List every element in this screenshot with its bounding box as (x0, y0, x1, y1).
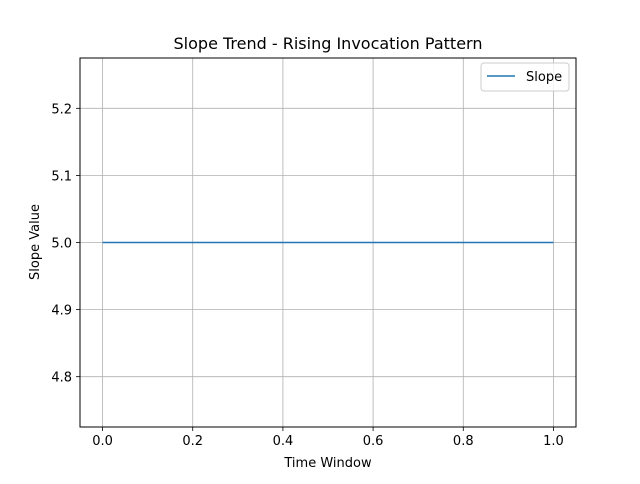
x-tick-label: 0.6 (363, 434, 384, 449)
x-tick-label: 0.8 (453, 434, 474, 449)
y-tick-label: 5.2 (51, 102, 72, 117)
chart-title: Slope Trend - Rising Invocation Pattern (174, 34, 483, 53)
x-axis-label: Time Window (283, 456, 372, 471)
y-axis-label: Slope Value (28, 204, 43, 280)
legend-box (480, 62, 570, 92)
x-tick-label: 1.0 (543, 434, 564, 449)
y-tick-label: 4.8 (51, 371, 72, 386)
x-tick-label: 0.0 (92, 434, 113, 449)
legend-label: Slope (526, 70, 562, 85)
y-tick-label: 4.9 (51, 304, 72, 319)
ticks: 0.0 0.2 0.4 0.6 0.8 1.0 4.8 4.9 5.0 5.1 5.2 (51, 102, 563, 449)
y-tick-label: 5.1 (51, 169, 72, 184)
legend: Slope (480, 62, 570, 92)
y-tick-label: 5.0 (51, 237, 72, 252)
x-tick-label: 0.2 (182, 434, 203, 449)
x-tick-label: 0.4 (273, 434, 294, 449)
